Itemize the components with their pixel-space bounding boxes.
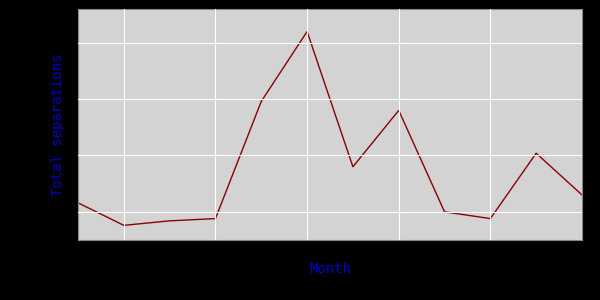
- Y-axis label: Total separations: Total separations: [51, 53, 65, 196]
- X-axis label: Month: Month: [309, 262, 351, 275]
